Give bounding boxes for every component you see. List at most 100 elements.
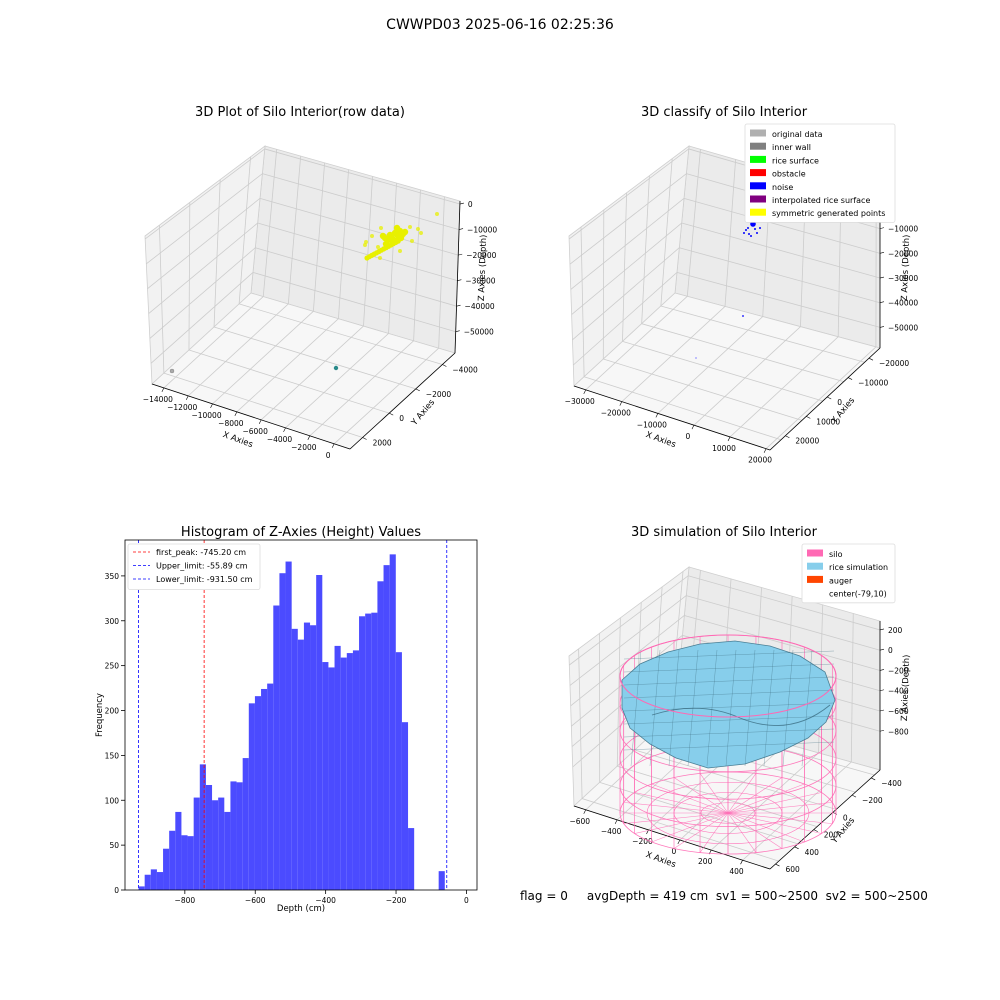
classify3d-legend-swatch — [750, 129, 766, 137]
raw3d-point — [379, 232, 387, 240]
sim3d-y-tick — [794, 846, 799, 850]
raw3d-grid-y — [213, 326, 416, 390]
classify3d-grid-x — [729, 336, 839, 438]
sim3d-z-tick — [879, 689, 885, 692]
raw3d-y-tick-label: 2000 — [373, 438, 392, 447]
raw3d-point — [376, 245, 380, 249]
classify3d-y-tick — [847, 377, 853, 380]
raw3d-grid-x — [187, 303, 289, 397]
raw3d-grid-z — [257, 222, 458, 282]
classify3d-grid-x — [693, 326, 801, 426]
sim3d-grid-y — [617, 765, 818, 828]
classify3d-legend-swatch — [750, 182, 766, 190]
classify3d-z-tick — [879, 301, 885, 304]
raw3d-z-tick-label: −10000 — [467, 226, 497, 235]
classify3d-y-tick — [806, 416, 811, 419]
raw3d-point — [410, 239, 414, 243]
histogram-bar — [438, 871, 445, 890]
sim3d-z-tick-label: −200 — [888, 666, 909, 675]
raw3d-y-axis-label: Y Axies — [409, 397, 437, 428]
sim3d-rice-mesh — [744, 649, 756, 767]
raw3d-outlier-point — [333, 365, 339, 371]
histogram-bar — [248, 703, 255, 890]
sim3d-rice-mesh — [623, 676, 835, 686]
classify3d-z-tick — [879, 252, 885, 254]
histogram-bar — [193, 797, 200, 890]
sim3d-x-tick-label: −200 — [632, 837, 653, 846]
histogram-bar — [212, 800, 219, 890]
classify3d-z-tick-label: −30000 — [888, 274, 918, 283]
classify3d-y-axis-label: Y Axies — [829, 395, 857, 426]
classify3d-legend-label: interpolated rice surface — [772, 196, 870, 205]
histogram-x-axis-label: Depth (cm) — [277, 904, 325, 914]
classify3d-x-tick — [619, 401, 623, 406]
raw3d-x-tick — [234, 411, 238, 416]
histogram-y-tick-label: 300 — [105, 617, 120, 626]
classify3d-legend-label: symmetric generated points — [772, 209, 885, 218]
histogram-bar — [218, 797, 225, 890]
sim3d-x-axis-line — [573, 805, 771, 870]
sim3d-grid-y — [634, 749, 837, 810]
histogram-bar — [267, 683, 274, 890]
raw3d-outlier-point — [169, 368, 175, 374]
raw3d-grid-z — [147, 198, 261, 289]
classify3d-grid-x — [621, 306, 726, 402]
raw3d-grid-y — [213, 179, 221, 327]
classify3d-z-tick-label: −10000 — [888, 225, 918, 234]
raw3d-x-tick-label: −10000 — [191, 411, 221, 420]
classify3d-z-tick-label: −50000 — [888, 323, 918, 332]
histogram-bar — [310, 625, 317, 890]
histogram-bar — [150, 869, 157, 890]
histogram-y-tick-label: 50 — [109, 841, 119, 850]
sim3d-y-tick — [813, 829, 818, 832]
raw3d-point — [435, 212, 439, 216]
raw3d-x-axis-line — [151, 383, 351, 450]
classify3d-noise-point — [743, 232, 745, 234]
histogram-legend-label: first_peak: -745.20 cm — [156, 548, 246, 557]
sim3d-rice-mesh — [623, 702, 835, 712]
histogram-bar — [297, 639, 304, 890]
sim3d-y-tick-label: 600 — [786, 865, 801, 874]
sim3d-rice-mesh — [623, 715, 835, 725]
histogram-bar — [199, 764, 206, 890]
raw3d-grid-x — [388, 183, 397, 334]
histogram-y-tick-label: 0 — [114, 886, 119, 895]
sim3d-rice-mesh — [623, 663, 835, 673]
raw3d-y-tick-label: −2000 — [426, 390, 452, 399]
sim3d-rice-mesh — [763, 649, 775, 767]
sim3d-x-tick — [614, 819, 618, 824]
raw3d-x-tick-label: −2000 — [291, 443, 317, 452]
raw3d-z-tick-label: −30000 — [465, 277, 495, 286]
raw3d-z-tick — [458, 228, 464, 230]
histogram-bar — [169, 830, 176, 890]
sim3d-z-tick — [879, 669, 885, 671]
raw3d-grid-z — [148, 222, 258, 314]
sim3d-z-tick — [879, 709, 885, 712]
classify3d-z-tick — [879, 276, 885, 279]
classify3d-y-tick-label: −10000 — [858, 379, 888, 388]
histogram-y-axis-label: Frequency — [95, 693, 105, 737]
sim3d-silo-top-ring — [619, 634, 837, 718]
classify3d-z-tick — [879, 326, 885, 328]
sim3d-z-tick — [879, 648, 885, 651]
raw3d-point — [379, 226, 383, 230]
raw3d-x-tick-label: −14000 — [143, 395, 173, 404]
histogram-legend-box — [127, 543, 261, 590]
raw3d-grid-x — [260, 325, 364, 421]
classify3d-y-tick-label: 20000 — [795, 437, 819, 446]
classify3d-noise-point — [756, 232, 758, 234]
sim3d-rice-mesh — [801, 649, 813, 767]
sim3d-rice-mesh — [725, 649, 737, 767]
raw3d-grid-x — [309, 340, 414, 437]
classify3d-noise-point — [750, 235, 752, 237]
sim3d-x-tick — [583, 809, 587, 814]
sim3d-z-tick — [879, 628, 885, 631]
sim3d-grid-y — [616, 617, 621, 767]
classify3d-title: 3D classify of Silo Interior — [641, 105, 808, 120]
histogram-y-tick-label: 100 — [105, 796, 120, 805]
sim3d-grid-z — [569, 575, 689, 666]
raw3d-grid-x — [413, 189, 421, 341]
classify3d-grid-y — [583, 376, 782, 441]
histogram-bar — [242, 758, 249, 890]
